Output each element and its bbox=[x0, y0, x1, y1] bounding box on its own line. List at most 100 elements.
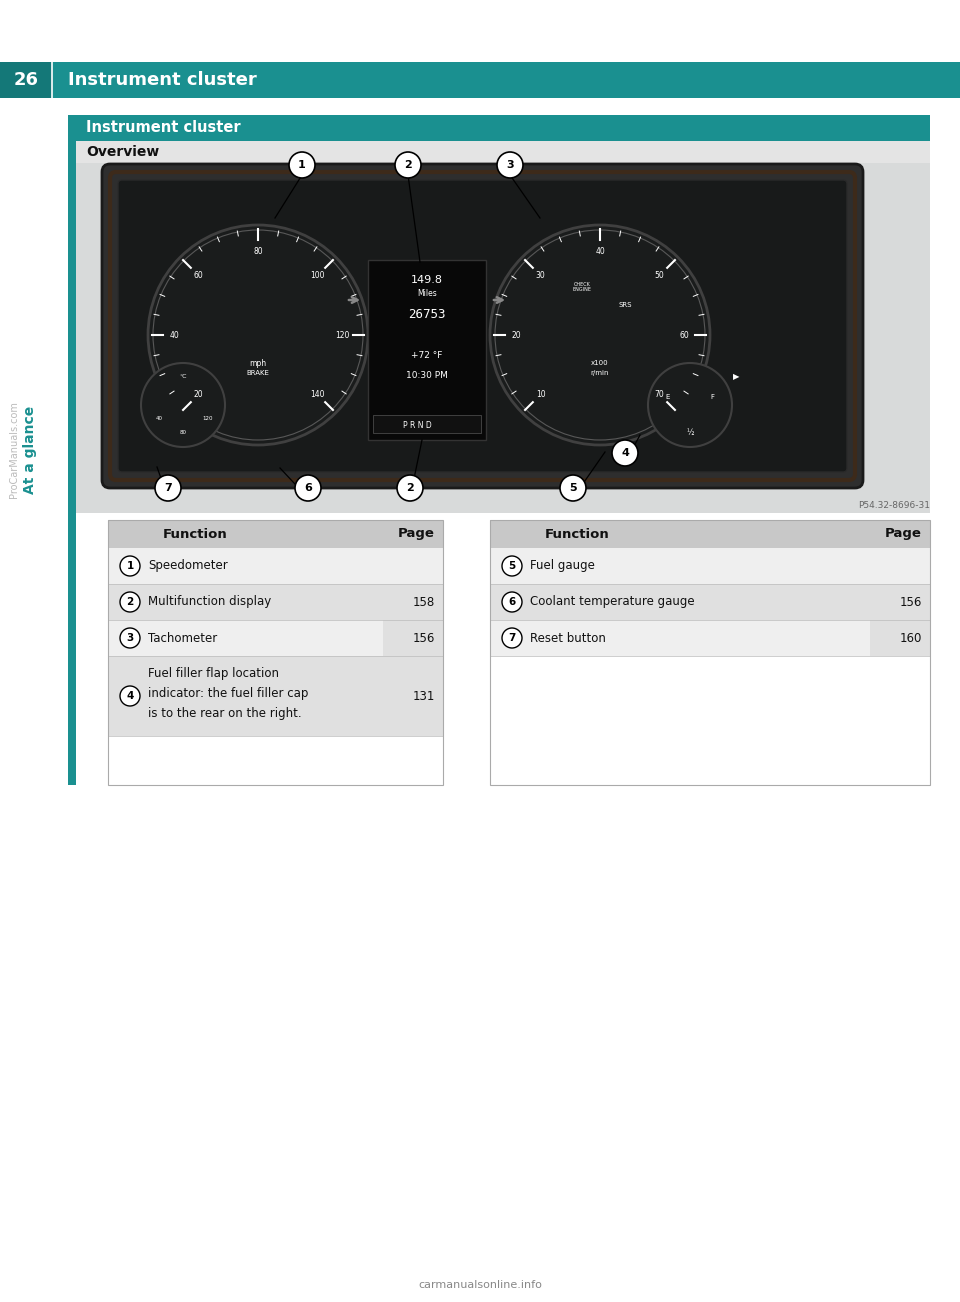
Circle shape bbox=[397, 475, 423, 501]
Text: 10: 10 bbox=[536, 389, 545, 398]
Text: 120: 120 bbox=[202, 417, 212, 422]
Bar bbox=[373, 415, 481, 434]
Text: 3: 3 bbox=[127, 633, 133, 643]
Bar bbox=[108, 519, 443, 548]
Text: Function: Function bbox=[163, 527, 228, 540]
Text: 100: 100 bbox=[310, 271, 324, 280]
Circle shape bbox=[120, 592, 140, 612]
Circle shape bbox=[120, 556, 140, 575]
Text: 2: 2 bbox=[406, 483, 414, 493]
Bar bbox=[108, 620, 443, 656]
Text: 80: 80 bbox=[180, 431, 186, 435]
Text: CHECK
ENGINE: CHECK ENGINE bbox=[572, 281, 591, 293]
Bar bbox=[108, 585, 443, 620]
Circle shape bbox=[120, 686, 140, 706]
Text: 120: 120 bbox=[335, 331, 349, 340]
Bar bbox=[368, 260, 486, 440]
Text: 149.8: 149.8 bbox=[411, 275, 443, 285]
Text: 40: 40 bbox=[595, 246, 605, 255]
Bar bbox=[870, 585, 930, 620]
Bar bbox=[490, 620, 930, 656]
Text: Miles: Miles bbox=[418, 289, 437, 297]
Text: 2: 2 bbox=[404, 160, 412, 171]
Text: 4: 4 bbox=[621, 448, 629, 458]
Text: r/min: r/min bbox=[590, 370, 610, 376]
Text: 7: 7 bbox=[164, 483, 172, 493]
Text: SRS: SRS bbox=[618, 302, 632, 309]
Text: 20: 20 bbox=[511, 331, 521, 340]
Text: Overview: Overview bbox=[86, 145, 159, 159]
Text: 1: 1 bbox=[127, 561, 133, 572]
Bar bbox=[108, 548, 443, 585]
Text: 1: 1 bbox=[299, 160, 306, 171]
Circle shape bbox=[495, 230, 705, 440]
Circle shape bbox=[502, 628, 522, 648]
Text: Fuel filler flap location: Fuel filler flap location bbox=[148, 668, 279, 681]
Text: 60: 60 bbox=[679, 331, 689, 340]
Text: F: F bbox=[710, 395, 714, 400]
Text: 4: 4 bbox=[127, 691, 133, 700]
Text: ProCarManuals.com: ProCarManuals.com bbox=[9, 401, 19, 499]
Text: 160: 160 bbox=[900, 631, 922, 644]
Bar bbox=[0, 62, 52, 98]
Text: BRAKE: BRAKE bbox=[247, 370, 270, 376]
Circle shape bbox=[648, 363, 732, 447]
Circle shape bbox=[502, 556, 522, 575]
Text: 5: 5 bbox=[509, 561, 516, 572]
Text: P R N D: P R N D bbox=[402, 421, 431, 430]
Circle shape bbox=[497, 152, 523, 178]
Bar bbox=[383, 656, 443, 736]
Bar bbox=[490, 585, 930, 620]
Circle shape bbox=[153, 230, 363, 440]
Text: 40: 40 bbox=[156, 417, 162, 422]
FancyBboxPatch shape bbox=[102, 164, 863, 488]
Text: Tachometer: Tachometer bbox=[148, 631, 217, 644]
Text: mph: mph bbox=[250, 358, 267, 367]
Text: °C: °C bbox=[180, 375, 187, 379]
Bar bbox=[490, 519, 930, 548]
Text: Instrument cluster: Instrument cluster bbox=[68, 72, 256, 89]
Text: Function: Function bbox=[545, 527, 610, 540]
Text: 20: 20 bbox=[194, 389, 204, 398]
Text: ▶: ▶ bbox=[732, 372, 739, 381]
Bar bbox=[76, 141, 930, 163]
Text: 26: 26 bbox=[13, 72, 38, 89]
Text: x100: x100 bbox=[591, 359, 609, 366]
Circle shape bbox=[295, 475, 321, 501]
Circle shape bbox=[490, 225, 710, 445]
Text: ½: ½ bbox=[686, 428, 694, 437]
Text: 60: 60 bbox=[194, 271, 204, 280]
Bar bbox=[76, 115, 930, 141]
Text: Speedometer: Speedometer bbox=[148, 560, 228, 573]
Text: 70: 70 bbox=[655, 389, 664, 398]
Bar bbox=[490, 548, 930, 585]
Text: Instrument cluster: Instrument cluster bbox=[86, 121, 241, 135]
Text: 40: 40 bbox=[169, 331, 179, 340]
Text: 10:30 PM: 10:30 PM bbox=[406, 371, 448, 379]
Text: Page: Page bbox=[398, 527, 435, 540]
Circle shape bbox=[612, 440, 638, 466]
Bar bbox=[490, 519, 930, 785]
FancyBboxPatch shape bbox=[118, 180, 847, 473]
Text: E: E bbox=[666, 395, 670, 400]
Text: 26753: 26753 bbox=[408, 309, 445, 322]
Bar bbox=[108, 519, 443, 785]
Text: 156: 156 bbox=[900, 595, 922, 608]
Text: 6: 6 bbox=[304, 483, 312, 493]
Circle shape bbox=[120, 628, 140, 648]
Bar bbox=[0, 62, 960, 98]
Circle shape bbox=[148, 225, 368, 445]
Circle shape bbox=[155, 475, 181, 501]
Bar bbox=[68, 115, 76, 785]
Text: 158: 158 bbox=[413, 595, 435, 608]
Circle shape bbox=[560, 475, 586, 501]
Text: 131: 131 bbox=[413, 690, 435, 703]
Bar bbox=[108, 656, 443, 736]
Bar bbox=[870, 620, 930, 656]
Bar bbox=[76, 163, 930, 513]
Bar bbox=[383, 585, 443, 620]
Text: Reset button: Reset button bbox=[530, 631, 606, 644]
Text: 156: 156 bbox=[413, 631, 435, 644]
Circle shape bbox=[141, 363, 225, 447]
Text: is to the rear on the right.: is to the rear on the right. bbox=[148, 707, 301, 720]
